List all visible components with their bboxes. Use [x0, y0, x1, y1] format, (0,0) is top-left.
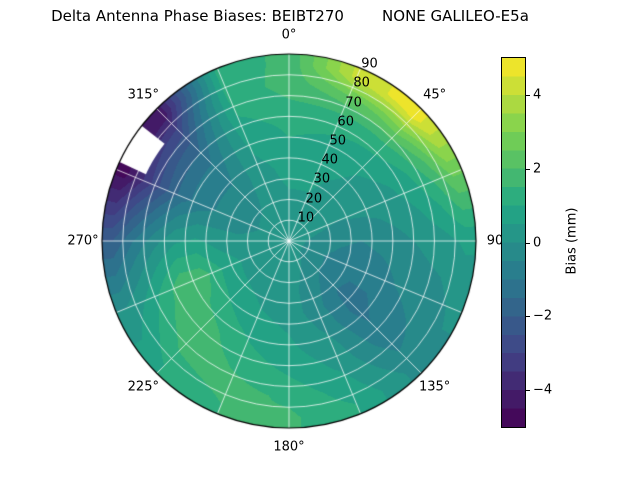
colorbar-label: Bias (mm) — [564, 207, 580, 275]
colorbar — [501, 57, 526, 428]
